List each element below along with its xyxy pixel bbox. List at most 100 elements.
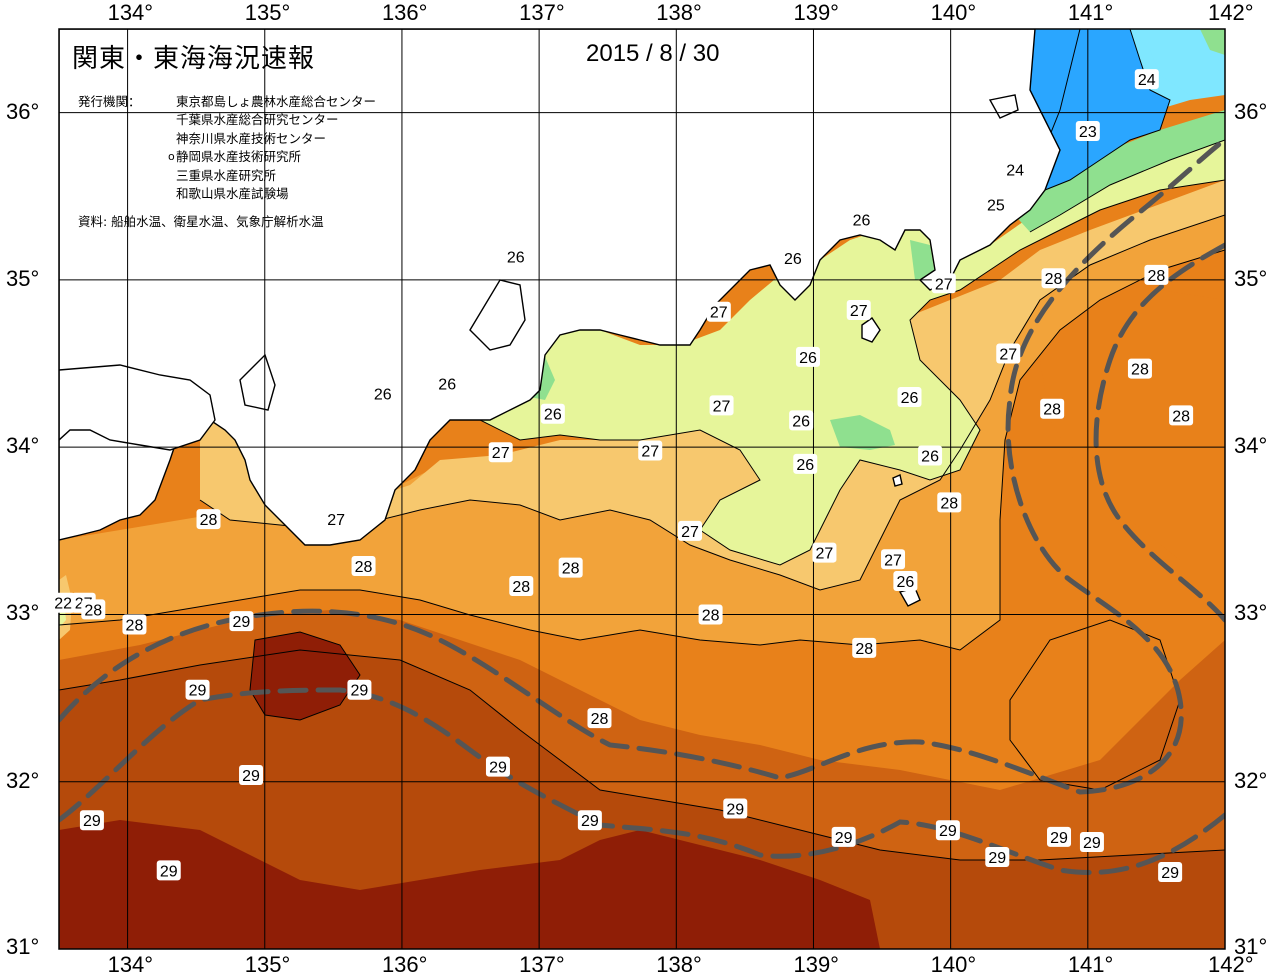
isotherm-label-text: 27 xyxy=(884,552,902,569)
map-plot-area xyxy=(59,29,1225,949)
publisher-item: 和歌山県水産試験場 xyxy=(176,186,289,202)
isotherm-label-bg xyxy=(196,509,221,530)
isotherm-label-bg xyxy=(503,246,528,267)
isotherm-label-text: 29 xyxy=(835,830,853,847)
isotherm-label: 28 xyxy=(196,509,221,530)
publisher-item: 三重県水産研究所 xyxy=(176,167,277,183)
isotherm-label: 27 xyxy=(996,343,1021,364)
publisher-item: 神奈川県水産技術センター xyxy=(176,130,327,146)
isotherm-label-text: 27 xyxy=(327,512,345,529)
isotherm-label: 28 xyxy=(509,576,534,597)
zone-25-sagami xyxy=(830,415,895,450)
publisher-item: 静岡県水産技術研究所 xyxy=(168,148,376,167)
isotherm-label-text: 28 xyxy=(512,579,530,596)
isotherm-label-bg xyxy=(1040,398,1065,419)
lon-tick-top: 134° xyxy=(107,0,154,25)
isotherm-label-text: 27 xyxy=(999,347,1017,364)
isotherm-label-text: 29 xyxy=(160,863,178,880)
isotherm-label-text: 28 xyxy=(1148,268,1166,285)
isotherm-label-bg xyxy=(996,343,1021,364)
isotherm-label-bg xyxy=(1127,358,1152,379)
isotherm-label-text: 26 xyxy=(796,457,814,474)
isotherm-label: 27 xyxy=(678,520,703,541)
isotherm-label: 29 xyxy=(723,798,748,819)
isotherm-label-text: 26 xyxy=(792,413,810,430)
isotherm-label: 26 xyxy=(370,383,395,404)
isotherm-label: 26 xyxy=(503,246,528,267)
isotherm-label-text: 29 xyxy=(1161,865,1179,882)
isotherm-label: 28 xyxy=(351,555,376,576)
isotherm-label-text: 29 xyxy=(351,683,369,700)
isotherm-label-bg xyxy=(852,637,877,658)
isotherm-label: 26 xyxy=(793,453,818,474)
isotherm-label-text: 28 xyxy=(1045,271,1063,288)
isotherm-label-bg xyxy=(1041,268,1066,289)
kuroshio-east-loop xyxy=(1093,242,1225,623)
isotherm-label-text: 29 xyxy=(581,813,599,830)
isotherm-label: 28 xyxy=(937,492,962,513)
isotherm-label: 26 xyxy=(795,346,820,367)
isotherm-label: 26 xyxy=(789,410,814,431)
isotherm-label: 29 xyxy=(1047,826,1072,847)
isotherm-label-bg xyxy=(985,847,1010,867)
isotherm-label-text: 26 xyxy=(544,407,562,424)
land-shikoku xyxy=(59,364,216,451)
isotherm-label-bg xyxy=(324,509,349,530)
kuroshio-north-edge xyxy=(59,137,1225,795)
isotherm-label-bg xyxy=(893,571,918,591)
isotherm-label-bg xyxy=(156,860,181,881)
isotherm-label-bg xyxy=(789,410,814,431)
lon-tick-top: 137° xyxy=(519,0,565,25)
isotherm-label-bg xyxy=(122,614,147,635)
isotherm-label-bg xyxy=(831,826,856,847)
isotherm-label-bg xyxy=(706,301,731,322)
isotherm-label-bg xyxy=(1169,405,1194,426)
isotherm-label-bg xyxy=(370,383,395,404)
isotherm-label-text: 26 xyxy=(896,574,914,591)
isotherm-label-bg xyxy=(931,273,956,294)
isotherm-label-text: 25 xyxy=(987,198,1005,215)
isotherm-label-bg xyxy=(51,592,76,613)
zone-27 xyxy=(200,180,1225,590)
isotherm-label-bg xyxy=(723,798,748,819)
isotherm-label-text: 28 xyxy=(355,559,373,576)
isotherm-label-text: 27 xyxy=(492,445,510,462)
isotherm-label: 29 xyxy=(185,679,210,700)
zone-25-boso xyxy=(1010,110,1225,232)
isotherm-label-bg xyxy=(435,373,460,394)
isotherm-label-bg xyxy=(1075,121,1100,142)
lon-tick-top: 140° xyxy=(930,0,977,25)
isotherm-label-text: 27 xyxy=(710,305,728,322)
isotherm-label: 25 xyxy=(983,194,1008,215)
isotherm-label: 29 xyxy=(1079,831,1104,852)
lon-tick-bottom: 141° xyxy=(1067,952,1114,977)
isotherm-label: 23 xyxy=(1075,121,1100,142)
lon-tick-top: 135° xyxy=(244,0,291,25)
isotherm-label: 27 xyxy=(881,549,906,570)
isotherm-label-bg xyxy=(81,599,106,620)
land-awaji xyxy=(239,353,276,411)
isotherm-label-text: 27 xyxy=(681,524,699,541)
isotherm-label-bg xyxy=(485,756,510,777)
isotherm-label-bg xyxy=(935,820,960,841)
isotherm-label-bg xyxy=(351,555,376,576)
isotherm-25 xyxy=(1029,139,1225,233)
isotherm-label-text: 28 xyxy=(126,617,144,634)
isotherm-label-text: 26 xyxy=(438,377,456,394)
isotherm-label: 26 xyxy=(918,445,943,466)
isotherm-label: 28 xyxy=(587,708,612,729)
lon-tick-bottom: 140° xyxy=(930,952,977,977)
lat-tick-right: 33° xyxy=(1234,600,1268,626)
isotherm-label-text: 28 xyxy=(1043,402,1061,419)
isotherm-label-bg xyxy=(229,611,254,632)
isotherm-label-bg xyxy=(540,403,565,424)
isotherm-label-text: 29 xyxy=(83,813,101,830)
map-title: 関東・東海海況速報 xyxy=(72,44,316,74)
isotherm-label: 29 xyxy=(347,679,372,700)
isotherm-label-text: 28 xyxy=(562,561,580,578)
isotherm-label-bg xyxy=(587,708,612,729)
land-miyake xyxy=(892,474,903,487)
isotherm-label-text: 29 xyxy=(1050,830,1068,847)
isotherm-label: 29 xyxy=(79,810,104,831)
lat-tick-right: 35° xyxy=(1234,265,1268,291)
